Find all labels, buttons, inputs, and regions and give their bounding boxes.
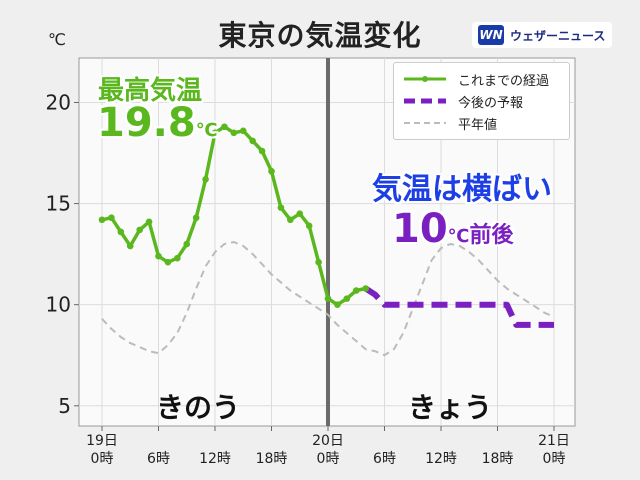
unit-label: ℃	[48, 30, 66, 49]
y-tick-label: 5	[58, 394, 71, 418]
series-observed-point	[287, 216, 294, 224]
legend-label-forecast: 今後の予報	[458, 95, 524, 111]
series-observed-point	[192, 214, 200, 222]
series-observed-point	[145, 218, 153, 226]
y-axis: 5 10 15 20	[46, 90, 79, 418]
series-observed-point	[164, 258, 172, 266]
trend-suffix: 前後	[469, 223, 514, 248]
series-observed-point	[324, 295, 332, 302]
legend-label-observed: これまでの経過	[458, 73, 550, 89]
weathernews-logo-icon: WN	[478, 25, 504, 45]
x-tick-label-time: 18時	[256, 451, 288, 467]
series-observed-point	[258, 147, 266, 155]
x-tick-label-time: 0時	[91, 451, 114, 467]
series-observed-point	[117, 228, 125, 236]
x-tick-label-time: 6時	[373, 451, 396, 467]
x-tick-label-date: 20日	[312, 433, 344, 449]
series-layer	[98, 58, 555, 426]
x-tick-label-time: 6時	[147, 451, 170, 467]
max-temp-label: 最高気温	[98, 76, 203, 106]
series-observed-point	[305, 222, 313, 230]
y-tick-label: 20	[46, 90, 71, 114]
series-observed-point	[296, 210, 304, 217]
x-tick-label-date: 21日	[538, 433, 570, 449]
legend-item-normal: 平年値	[394, 113, 497, 133]
max-temp-value: 19.8℃	[97, 100, 218, 146]
today-label: きょう	[408, 391, 493, 424]
yesterday-label: きのう	[156, 391, 241, 424]
x-tick-label-time: 18時	[482, 451, 514, 467]
series-observed-point	[211, 129, 219, 137]
brand-logo: WN ウェザーニュース	[472, 22, 612, 48]
y-tick-label: 15	[46, 192, 71, 216]
series-observed-point	[202, 176, 209, 183]
x-tick-label-time: 0時	[317, 451, 340, 467]
legend-item-observed: これまでの経過	[394, 69, 549, 89]
series-observed-point	[108, 214, 115, 222]
legend: これまでの経過 今後の予報 平年値	[393, 62, 570, 140]
legend-label-normal: 平年値	[458, 117, 498, 133]
series-observed-point	[343, 295, 351, 302]
page-title: 東京の気温変化	[218, 19, 422, 52]
series-observed-point	[221, 123, 228, 131]
trend-label: 気温は横ばい	[372, 172, 552, 207]
series-observed-point	[174, 254, 181, 262]
series-observed-point	[352, 287, 360, 294]
series-observed-point	[183, 240, 191, 248]
series-observed-point	[239, 127, 247, 135]
series-observed-point	[98, 216, 106, 224]
x-axis: 19日 0時 6時 12時 18時 20日 0時 6時 12時 18時 21日 0時	[86, 426, 570, 467]
series-observed-point	[334, 301, 341, 308]
x-tick-label-time: 12時	[425, 451, 457, 467]
brand-name: ウェザーニュース	[510, 28, 606, 43]
series-observed-point	[249, 137, 256, 145]
x-tick-label-date: 19日	[86, 433, 118, 449]
series-forecast-line	[364, 285, 554, 328]
trend-value: 10℃前後	[392, 206, 513, 252]
legend-item-forecast: 今後の予報	[394, 91, 523, 111]
x-tick-label-time: 12時	[199, 451, 231, 467]
max-temp-number: 19.8	[97, 100, 196, 146]
trend-number: 10	[392, 206, 448, 252]
y-tick-label: 10	[46, 293, 71, 317]
series-observed-point	[155, 252, 162, 260]
series-observed-point	[136, 226, 143, 234]
series-normal-line	[101, 241, 555, 357]
series-observed-point	[362, 285, 369, 292]
series-observed-point	[230, 129, 238, 137]
series-observed-point	[315, 258, 322, 266]
max-temp-unit: ℃	[195, 120, 218, 141]
series-observed-point	[277, 204, 285, 211]
x-tick-label-time: 0時	[543, 451, 566, 467]
series-observed-point	[268, 167, 275, 175]
trend-unit: ℃	[447, 226, 470, 247]
series-observed-point	[126, 242, 134, 250]
